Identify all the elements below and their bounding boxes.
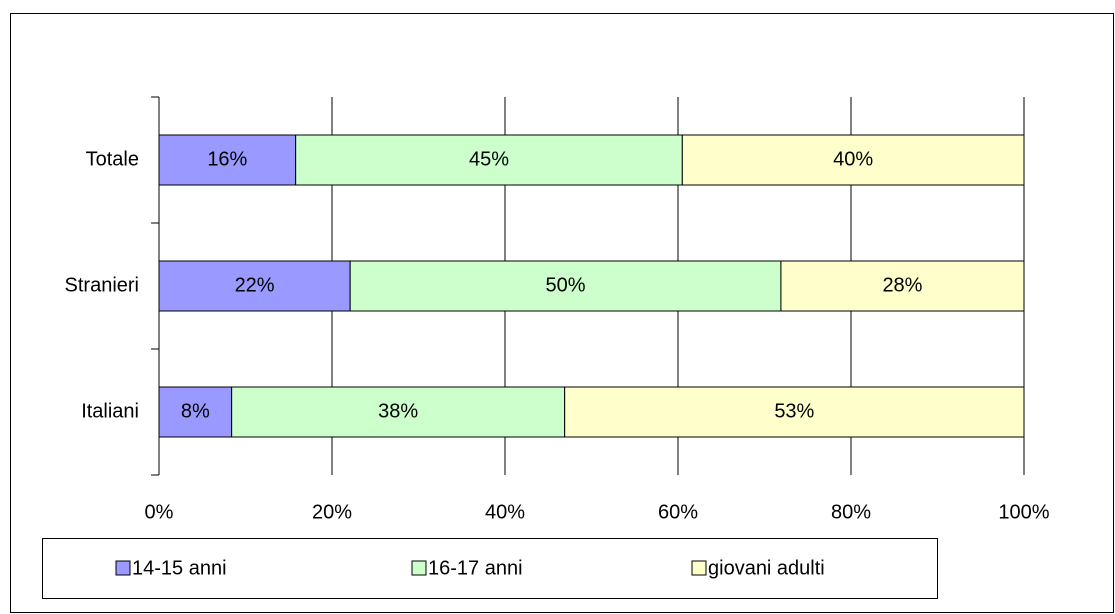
data-label: 50% [546, 274, 586, 296]
data-label: 8% [181, 400, 210, 422]
legend-swatch [411, 560, 427, 576]
y-tick-label: Italiani [81, 400, 139, 422]
legend-label: 16-17 anni [428, 557, 523, 579]
legend-label: giovani adulti [708, 557, 825, 579]
bar-segment [158, 260, 351, 312]
legend-swatch [115, 560, 131, 576]
chart-border [10, 13, 1114, 613]
data-label: 40% [833, 148, 873, 170]
y-tick-label: Totale [86, 148, 139, 170]
bar-segment [158, 134, 297, 186]
bar-segment [231, 386, 566, 438]
x-tick-label: 20% [312, 501, 352, 523]
bar-segment [295, 134, 683, 186]
legend-label: 14-15 anni [132, 557, 227, 579]
legend-box [42, 538, 938, 599]
y-tick-label: Stranieri [65, 274, 139, 296]
bar-segment [349, 260, 782, 312]
x-tick-label: 0% [145, 501, 174, 523]
bar-segment [780, 260, 1025, 312]
x-tick-label: 80% [831, 501, 871, 523]
data-label: 16% [207, 148, 247, 170]
data-label: 28% [882, 274, 922, 296]
x-tick-label: 60% [658, 501, 698, 523]
legend-swatch [691, 560, 707, 576]
data-label: 22% [235, 274, 275, 296]
x-tick-label: 100% [998, 501, 1049, 523]
bar-segment [681, 134, 1025, 186]
bar-segment [564, 386, 1025, 438]
data-label: 38% [378, 400, 418, 422]
x-tick-label: 40% [485, 501, 525, 523]
data-label: 45% [469, 148, 509, 170]
data-label: 53% [774, 400, 814, 422]
